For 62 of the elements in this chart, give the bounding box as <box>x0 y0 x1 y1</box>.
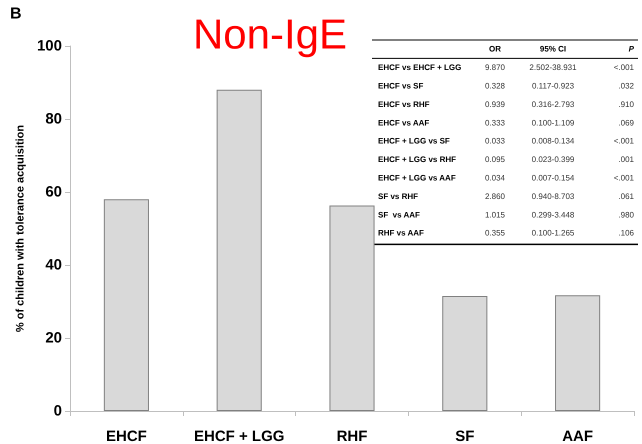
annotation: SF vs RHF <box>378 192 418 201</box>
annotation: 95% CI <box>540 44 566 54</box>
y-tick-label: 80 <box>45 110 62 128</box>
annotation: EHCF vs EHCF + LGG <box>378 63 462 72</box>
y-tick-label: 60 <box>45 184 62 200</box>
annotation: 0.939 <box>484 100 506 109</box>
annotation: EHCF + LGG vs SF <box>378 136 450 146</box>
annotation: 0.008-0.134 <box>532 136 575 146</box>
annotation: 9.870 <box>484 63 506 72</box>
y-tick-label: 40 <box>45 256 62 274</box>
bar <box>555 295 600 411</box>
annotation: 0.316-2.793 <box>532 100 575 109</box>
annotation: 0.355 <box>484 228 506 238</box>
y-axis-title: % of children with tolerance acquisition <box>14 124 27 332</box>
annotation: RHF vs AAF <box>378 228 424 238</box>
annotation: .980 <box>618 210 635 220</box>
annotation: 0.328 <box>484 82 506 90</box>
annotation: EHCF vs SF <box>378 82 424 90</box>
bar <box>329 206 375 411</box>
annotation: SF vs AAF <box>378 210 420 220</box>
annotation: .106 <box>618 228 635 238</box>
annotation: .001 <box>618 155 635 164</box>
annotation: 0.100-1.265 <box>532 228 575 238</box>
x-tick-label: SF <box>455 428 474 444</box>
chart-title: Non-IgE <box>192 10 348 58</box>
annotation: 0.007-0.154 <box>532 174 575 182</box>
x-tick-label: AAF <box>562 428 594 444</box>
x-tick-label: EHCF + LGG <box>194 428 284 444</box>
annotation: 0.940-8.703 <box>532 192 575 201</box>
annotation: 0.034 <box>484 174 506 182</box>
annotation: .061 <box>618 192 635 201</box>
annotation: 0.095 <box>484 155 506 164</box>
annotation: 0.333 <box>484 118 506 128</box>
annotation: 0.299-3.448 <box>532 210 575 220</box>
y-tick-label: 20 <box>45 330 62 346</box>
annotation: P <box>628 44 635 54</box>
annotation: <.001 <box>614 136 635 146</box>
bar <box>216 90 262 411</box>
annotation: OR <box>489 44 502 54</box>
annotation: .069 <box>618 118 635 128</box>
x-tick-label: RHF <box>336 428 368 444</box>
annotation: 0.033 <box>484 136 506 146</box>
annotation: 2.860 <box>484 192 506 201</box>
annotation: EHCF vs AAF <box>378 118 430 128</box>
annotation: .910 <box>618 100 635 109</box>
annotation: 1.015 <box>484 210 506 220</box>
annotation: <.001 <box>614 174 635 182</box>
annotation: 0.023-0.399 <box>532 155 575 164</box>
bar <box>104 199 149 411</box>
x-tick-label: EHCF <box>106 428 147 444</box>
annotation: EHCF + LGG vs AAF <box>378 174 456 182</box>
annotation: EHCF vs RHF <box>378 100 430 109</box>
annotation: 0.100-1.109 <box>532 118 575 128</box>
annotation: 2.502-38.931 <box>529 63 578 72</box>
y-tick-label: 0 <box>54 402 62 420</box>
y-tick-label: 100 <box>36 38 62 54</box>
text: B <box>10 6 22 22</box>
annotation: <.001 <box>614 63 635 72</box>
bar <box>442 296 488 411</box>
annotation: EHCF + LGG vs RHF <box>378 155 456 164</box>
annotation: .032 <box>618 82 635 90</box>
annotation: 0.117-0.923 <box>532 82 575 90</box>
